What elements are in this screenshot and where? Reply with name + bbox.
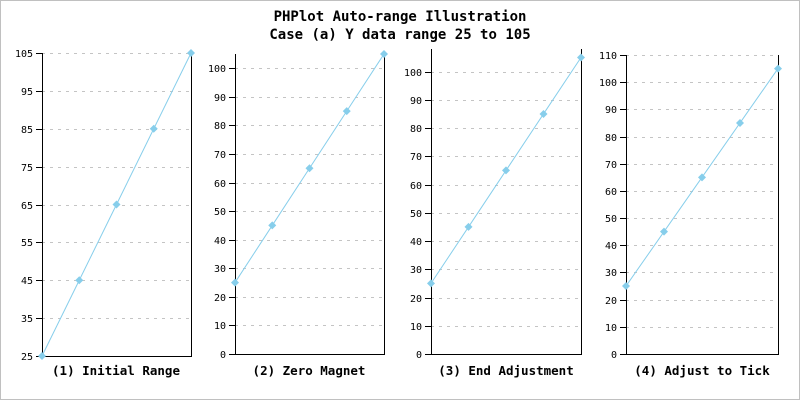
chart-subtitle: Case (a) Y data range 25 to 105 <box>269 27 531 43</box>
y-tick-label: 100 <box>208 64 226 75</box>
data-point-marker <box>774 64 782 73</box>
chart-1-caption: (1) Initial Range <box>52 363 180 378</box>
data-point-marker <box>231 278 239 287</box>
data-point-marker <box>736 118 744 127</box>
chart-panel-4: 0 10 20 30 40 50 60 70 80 90 100 110 <box>599 51 782 361</box>
y-tick-label: 20 <box>605 296 617 307</box>
y-tick-label: 100 <box>599 78 617 89</box>
y-tick-label: 90 <box>214 93 226 104</box>
y-tick-label: 30 <box>605 268 617 279</box>
y-tick-label: 50 <box>214 207 226 218</box>
data-point-marker <box>187 49 195 57</box>
y-tick-label: 0 <box>416 350 422 361</box>
data-point-marker <box>539 109 548 118</box>
y-tick-label: 55 <box>21 238 33 249</box>
data-point-marker <box>502 166 510 175</box>
data-point-marker <box>464 222 473 231</box>
data-point-marker <box>380 50 388 58</box>
chart-2-caption: (2) Zero Magnet <box>253 363 366 378</box>
data-point-marker <box>577 53 585 62</box>
data-point-marker <box>660 227 668 236</box>
y-tick-label: 60 <box>605 187 617 198</box>
y-tick-label: 75 <box>21 163 33 174</box>
y-tick-label: 50 <box>605 214 617 225</box>
chart-panel-3: 0 10 20 30 40 50 60 70 80 90 100 <box>404 49 585 361</box>
y-tick-label: 60 <box>410 181 422 192</box>
y-tick-label: 90 <box>605 105 617 116</box>
y-tick-label: 10 <box>410 322 422 333</box>
y-tick-label: 90 <box>410 96 422 107</box>
data-point-marker <box>75 276 84 285</box>
y-tick-label: 30 <box>214 264 226 275</box>
y-tick-label: 70 <box>605 160 617 171</box>
y-tick-label: 30 <box>410 265 422 276</box>
y-tick-label: 60 <box>214 179 226 190</box>
y-tick-label: 110 <box>599 51 617 62</box>
y-tick-label: 20 <box>214 293 226 304</box>
chart-panel-1: 25 35 45 55 65 75 85 95 105 <box>15 49 195 363</box>
data-point-marker <box>427 279 435 288</box>
y-tick-label: 50 <box>410 209 422 220</box>
chart-panel-2: 0 10 20 30 40 50 60 70 80 90 100 <box>208 50 388 361</box>
y-tick-label: 65 <box>21 201 33 212</box>
y-tick-label: 25 <box>21 352 33 363</box>
y-tick-label: 80 <box>410 124 422 135</box>
chart-4-caption: (4) Adjust to Tick <box>634 363 770 378</box>
y-tick-label: 40 <box>410 237 422 248</box>
chart-title-block: PHPlot Auto-range Illustration Case (a) … <box>1 8 799 44</box>
y-tick-label: 70 <box>214 150 226 161</box>
data-point-marker <box>622 282 630 291</box>
y-tick-label: 80 <box>605 133 617 144</box>
data-point-marker <box>38 352 46 360</box>
data-point-marker <box>149 124 158 133</box>
y-tick-label: 85 <box>21 125 33 136</box>
y-tick-label: 70 <box>410 152 422 163</box>
y-tick-label: 20 <box>410 294 422 305</box>
data-point-marker <box>268 221 277 230</box>
data-point-marker <box>305 164 314 173</box>
chart-3-caption: (3) End Adjustment <box>438 363 573 378</box>
data-point-marker <box>342 107 351 116</box>
y-tick-label: 80 <box>214 121 226 132</box>
y-tick-label: 100 <box>404 68 422 79</box>
y-tick-label: 10 <box>605 323 617 334</box>
y-tick-label: 40 <box>214 236 226 247</box>
data-point-marker <box>112 200 121 209</box>
y-tick-label: 0 <box>220 350 226 361</box>
chart-title: PHPlot Auto-range Illustration <box>273 9 527 25</box>
y-tick-label: 105 <box>15 49 33 60</box>
y-tick-label: 35 <box>21 314 33 325</box>
y-tick-label: 0 <box>611 350 617 361</box>
data-point-marker <box>698 173 706 182</box>
y-tick-label: 40 <box>605 241 617 252</box>
y-tick-label: 95 <box>21 87 33 98</box>
y-tick-label: 10 <box>214 321 226 332</box>
y-tick-label: 45 <box>21 276 33 287</box>
